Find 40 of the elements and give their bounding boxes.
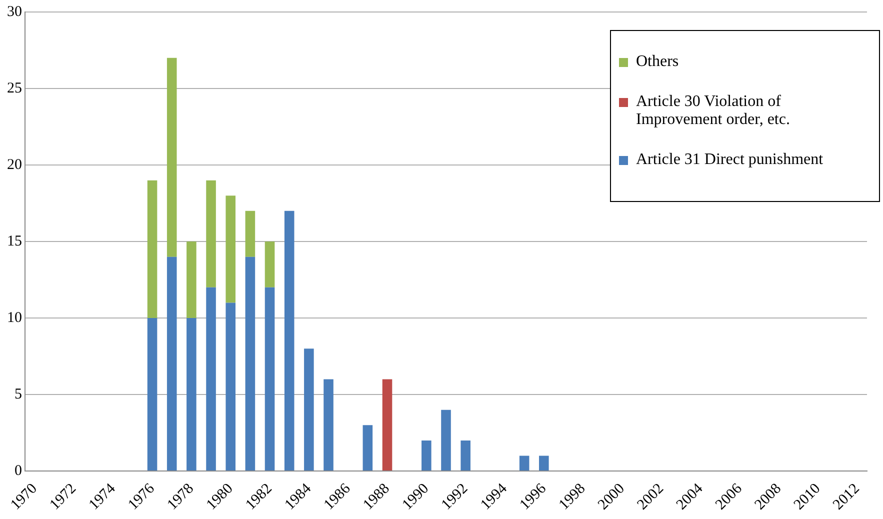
bar xyxy=(245,256,256,471)
bar xyxy=(186,318,196,471)
y-tick-label: 5 xyxy=(14,386,22,402)
bar xyxy=(324,379,334,471)
y-tick-label: 15 xyxy=(7,233,22,250)
x-tick-label: 1980 xyxy=(204,480,236,514)
bar xyxy=(226,196,236,303)
x-tick-label: 1972 xyxy=(47,480,80,514)
bar xyxy=(382,379,392,471)
bar xyxy=(166,256,177,471)
bar xyxy=(304,348,314,471)
bar xyxy=(245,210,256,257)
bar xyxy=(362,425,373,471)
x-tick-label: 1990 xyxy=(400,480,432,514)
bar xyxy=(441,410,451,471)
bar xyxy=(206,287,216,471)
bar xyxy=(186,242,196,318)
y-tick-label: 10 xyxy=(7,310,22,326)
bar xyxy=(519,456,530,471)
y-tick-label: 0 xyxy=(14,462,22,479)
x-tick-label: 1982 xyxy=(242,480,276,514)
bar xyxy=(460,440,470,471)
bar xyxy=(264,242,275,288)
bar xyxy=(206,180,216,288)
bar xyxy=(264,287,275,471)
y-tick-label: 30 xyxy=(7,4,22,20)
bar xyxy=(284,210,294,471)
legend-label: Article 31 Direct punishment xyxy=(636,151,824,169)
x-tick-label: 1970 xyxy=(8,480,40,514)
bar xyxy=(539,456,549,471)
legend-label: Others xyxy=(636,53,679,71)
x-tick-label: 1992 xyxy=(438,480,472,514)
bar xyxy=(226,302,236,471)
y-tick-label: 25 xyxy=(7,80,22,96)
bar xyxy=(166,58,177,257)
bar xyxy=(147,180,158,318)
bar xyxy=(147,318,158,471)
y-tick-label: 20 xyxy=(7,156,22,173)
legend-label: Article 30 Violation of Improvement order, etc. xyxy=(636,93,791,129)
bar xyxy=(422,440,432,471)
